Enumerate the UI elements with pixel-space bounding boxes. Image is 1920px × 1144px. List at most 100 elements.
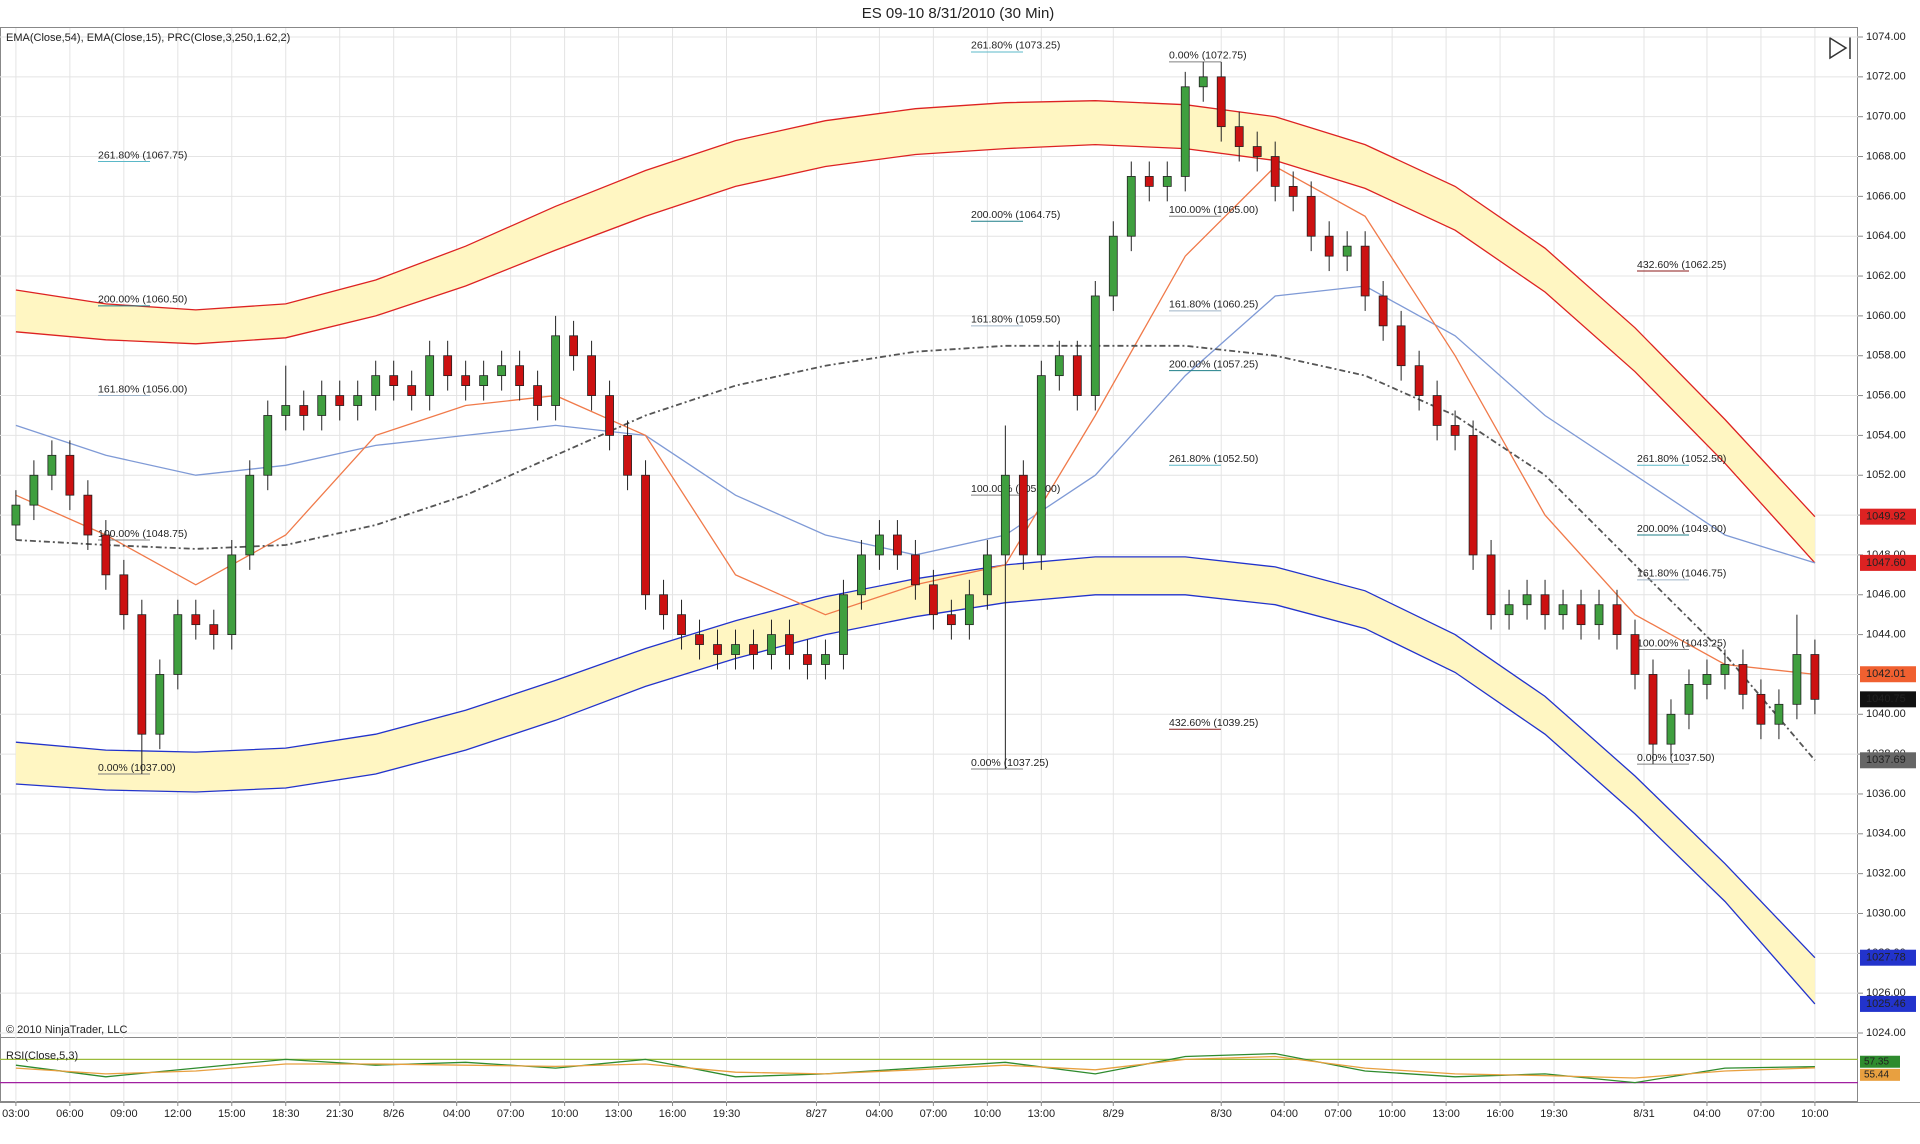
y-tick-label: 1044.00	[1866, 629, 1906, 641]
candle-body	[623, 434, 632, 476]
band-layer	[15, 100, 1816, 1005]
fib-label: 261.80% (1052.50)	[1169, 453, 1258, 465]
scroll-end-icon[interactable]	[1829, 36, 1851, 60]
candle-body	[317, 395, 327, 416]
candle-body	[1522, 594, 1532, 606]
candle-body	[1378, 295, 1388, 327]
x-tick-label: 04:00	[443, 1108, 471, 1120]
fib-label: 200.00% (1064.75)	[971, 209, 1060, 221]
candle-body	[443, 355, 453, 377]
candle-body	[1396, 325, 1406, 367]
price-marker	[1860, 752, 1916, 769]
rsi-label: RSI(Close,5,3)	[6, 1050, 78, 1062]
x-tick-label: 04:00	[866, 1108, 894, 1120]
candle-layer	[11, 61, 1820, 775]
candle-body	[1216, 76, 1226, 128]
band-line	[15, 594, 1816, 1005]
fib-label: 432.60% (1039.25)	[1169, 717, 1258, 729]
candle-body	[803, 654, 812, 665]
price-marker-label: 1047.60	[1866, 557, 1906, 569]
candle-body	[1054, 355, 1064, 377]
candle-body	[83, 494, 93, 536]
y-tick-label: 1062.00	[1866, 270, 1906, 282]
candle-body	[101, 534, 111, 576]
candle-body	[1072, 355, 1082, 396]
candle-body	[605, 395, 614, 436]
candle-body	[119, 574, 129, 616]
x-tick-label: 16:00	[1486, 1108, 1514, 1120]
candle-body	[767, 634, 776, 655]
x-tick-label: 13:00	[605, 1108, 633, 1120]
candle-body	[1180, 86, 1190, 177]
price-marker-label: 1042.01	[1866, 668, 1906, 680]
price-marker	[1860, 949, 1916, 966]
x-tick-label: 07:00	[920, 1108, 948, 1120]
candle-body	[1144, 176, 1154, 187]
plot-frame	[0, 27, 1858, 1102]
fib-label: 432.60% (1062.25)	[1637, 259, 1726, 271]
y-tick-label: 1040.00	[1866, 708, 1906, 720]
candle-body	[1774, 703, 1784, 725]
x-tick-label: 16:00	[659, 1108, 687, 1120]
candle-body	[245, 474, 255, 556]
candle-body	[1450, 425, 1460, 436]
candle-body	[1558, 604, 1568, 616]
x-tick-label: 06:00	[56, 1108, 84, 1120]
candle-body	[1630, 634, 1640, 675]
x-tick-label: 10:00	[974, 1108, 1002, 1120]
y-tick-label: 1024.00	[1866, 1027, 1906, 1039]
y-tick-label: 1074.00	[1866, 31, 1906, 43]
candle-body	[479, 375, 489, 387]
price-marker-label: 1025.46	[1866, 998, 1906, 1010]
x-tick-label: 19:30	[713, 1108, 741, 1120]
candle-body	[1360, 245, 1370, 297]
y-tick-label: 1030.00	[1866, 907, 1906, 919]
fib-label: 161.80% (1056.00)	[98, 383, 187, 395]
candle-body	[1306, 195, 1316, 237]
candle-body	[155, 674, 165, 735]
candle-body	[731, 644, 740, 655]
candle-body	[281, 405, 291, 416]
x-tick-label: 8/31	[1633, 1108, 1654, 1120]
fib-label: 200.00% (1060.50)	[98, 294, 187, 306]
candle-body	[173, 614, 183, 675]
fib-label: 261.80% (1052.50)	[1637, 453, 1726, 465]
candle-body	[425, 355, 435, 396]
candle-body	[1504, 604, 1514, 616]
x-tick-label: 8/26	[383, 1108, 404, 1120]
candle-body	[1108, 235, 1118, 297]
candle-body	[1234, 126, 1244, 147]
price-marker-label: 1049.92	[1866, 511, 1906, 523]
rsi-marker	[1860, 1055, 1900, 1068]
candle-body	[569, 335, 578, 357]
candle-body	[964, 594, 974, 626]
candle-body	[1000, 474, 1010, 556]
y-tick-label: 1060.00	[1866, 310, 1906, 322]
candle-body	[1036, 375, 1046, 556]
fib-label: 161.80% (1060.25)	[1169, 299, 1258, 311]
candle-body	[335, 395, 345, 406]
fib-label: 100.00% (1065.00)	[1169, 204, 1258, 216]
candle-body	[785, 634, 794, 655]
candle-body	[1252, 146, 1262, 157]
fib-label: 261.80% (1073.25)	[971, 40, 1060, 52]
candle-body	[1756, 693, 1766, 725]
price-marker-label: 1037.69	[1866, 754, 1906, 766]
y-tick-label: 1032.00	[1866, 868, 1906, 880]
x-tick-label: 03:00	[2, 1108, 30, 1120]
indicator-label: EMA(Close,54), EMA(Close,15), PRC(Close,…	[6, 32, 290, 44]
candle-body	[1486, 554, 1496, 616]
y-tick-label: 1058.00	[1866, 350, 1906, 362]
candle-body	[1666, 713, 1676, 745]
candle-body	[191, 614, 201, 626]
candle-body	[1090, 295, 1100, 396]
x-tick-label: 8/30	[1211, 1108, 1232, 1120]
indicator-line	[15, 344, 1816, 761]
candle-body	[353, 395, 363, 406]
y-tick-label: 1056.00	[1866, 389, 1906, 401]
candle-body	[1270, 156, 1280, 187]
fib-label: 0.00% (1037.50)	[1637, 752, 1715, 764]
candle-body	[659, 594, 668, 616]
y-tick-label: 1066.00	[1866, 190, 1906, 202]
